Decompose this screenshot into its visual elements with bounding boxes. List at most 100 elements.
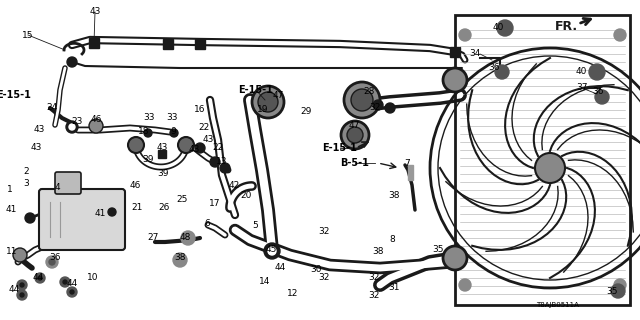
Text: 9: 9 [170,126,176,135]
Text: 14: 14 [259,277,271,286]
Circle shape [264,243,280,259]
Text: 10: 10 [87,274,99,283]
Text: 32: 32 [368,291,380,300]
Text: T8AJB0511A: T8AJB0511A [536,302,579,308]
Circle shape [38,276,42,280]
Text: 29: 29 [300,108,312,116]
Circle shape [385,103,395,113]
Text: 19: 19 [257,105,269,114]
Circle shape [459,29,471,41]
Circle shape [210,157,220,167]
Circle shape [170,129,178,137]
Circle shape [49,259,55,265]
Circle shape [178,137,194,153]
Text: E-15-1: E-15-1 [323,143,357,153]
Circle shape [173,253,187,267]
Circle shape [373,100,383,110]
Circle shape [595,90,609,104]
Text: 43: 43 [188,145,200,154]
Text: 4: 4 [54,183,60,193]
Circle shape [89,119,103,133]
Text: 16: 16 [195,106,205,115]
Text: 1: 1 [7,186,13,195]
Circle shape [69,124,75,130]
Circle shape [35,273,45,283]
Text: 40: 40 [492,23,504,33]
FancyArrowPatch shape [580,19,591,25]
Text: 35: 35 [432,245,444,254]
Text: 18: 18 [138,126,150,135]
Text: 46: 46 [90,116,102,124]
Circle shape [67,57,77,67]
Circle shape [20,293,24,297]
Text: 8: 8 [389,236,395,244]
Circle shape [128,137,144,153]
Text: 33: 33 [166,114,178,123]
Text: 38: 38 [388,190,400,199]
Text: E-15-1: E-15-1 [0,90,31,100]
Circle shape [60,277,70,287]
Circle shape [66,121,78,133]
Text: 44: 44 [275,262,285,271]
Bar [455,15,630,305]
Circle shape [181,231,195,245]
Circle shape [220,163,230,173]
Text: 30: 30 [310,266,322,275]
Text: 32: 32 [318,274,330,283]
Text: 22: 22 [198,124,210,132]
Circle shape [67,287,77,297]
Circle shape [195,143,205,153]
Text: 40: 40 [575,68,587,76]
Text: 32: 32 [318,228,330,236]
Circle shape [443,246,467,270]
Text: 31: 31 [388,283,400,292]
Text: 36: 36 [592,87,604,97]
Text: 5: 5 [252,220,258,229]
Text: 32: 32 [369,103,381,113]
Text: 11: 11 [6,246,18,255]
Circle shape [46,256,58,268]
Text: 36: 36 [49,253,61,262]
Circle shape [70,290,74,294]
Text: 34: 34 [469,50,481,59]
Text: 27: 27 [147,234,159,243]
Circle shape [108,208,116,216]
Text: 44: 44 [67,278,77,287]
Circle shape [589,64,605,80]
Text: 36: 36 [488,62,500,71]
Text: 46: 46 [129,181,141,190]
Text: 24: 24 [46,103,58,113]
Text: 47: 47 [348,121,360,130]
FancyBboxPatch shape [39,189,125,250]
Text: 42: 42 [228,180,239,189]
Circle shape [17,290,27,300]
Text: 38: 38 [174,253,186,262]
Text: 43: 43 [90,7,100,17]
Text: 38: 38 [372,247,384,257]
Text: 39: 39 [157,170,169,179]
Text: E-15-1: E-15-1 [239,85,273,95]
Text: 32: 32 [368,274,380,283]
Text: 13: 13 [216,157,228,166]
Circle shape [535,153,565,183]
Text: 6: 6 [204,220,210,228]
Text: 48: 48 [179,233,191,242]
Text: 43: 43 [33,125,45,134]
Circle shape [443,68,467,92]
Text: 37: 37 [576,84,588,92]
Circle shape [347,127,363,143]
Text: 43: 43 [156,143,168,153]
Text: 15: 15 [22,30,34,39]
Circle shape [25,213,35,223]
FancyBboxPatch shape [55,172,81,194]
Bar [163,39,173,49]
Text: 3: 3 [23,179,29,188]
Bar [408,165,413,180]
Text: 12: 12 [287,289,299,298]
Text: 22: 22 [212,143,223,153]
Bar [89,38,99,48]
Circle shape [63,280,67,284]
Text: 33: 33 [143,114,155,123]
Bar [158,150,166,158]
Text: 45: 45 [266,245,276,254]
